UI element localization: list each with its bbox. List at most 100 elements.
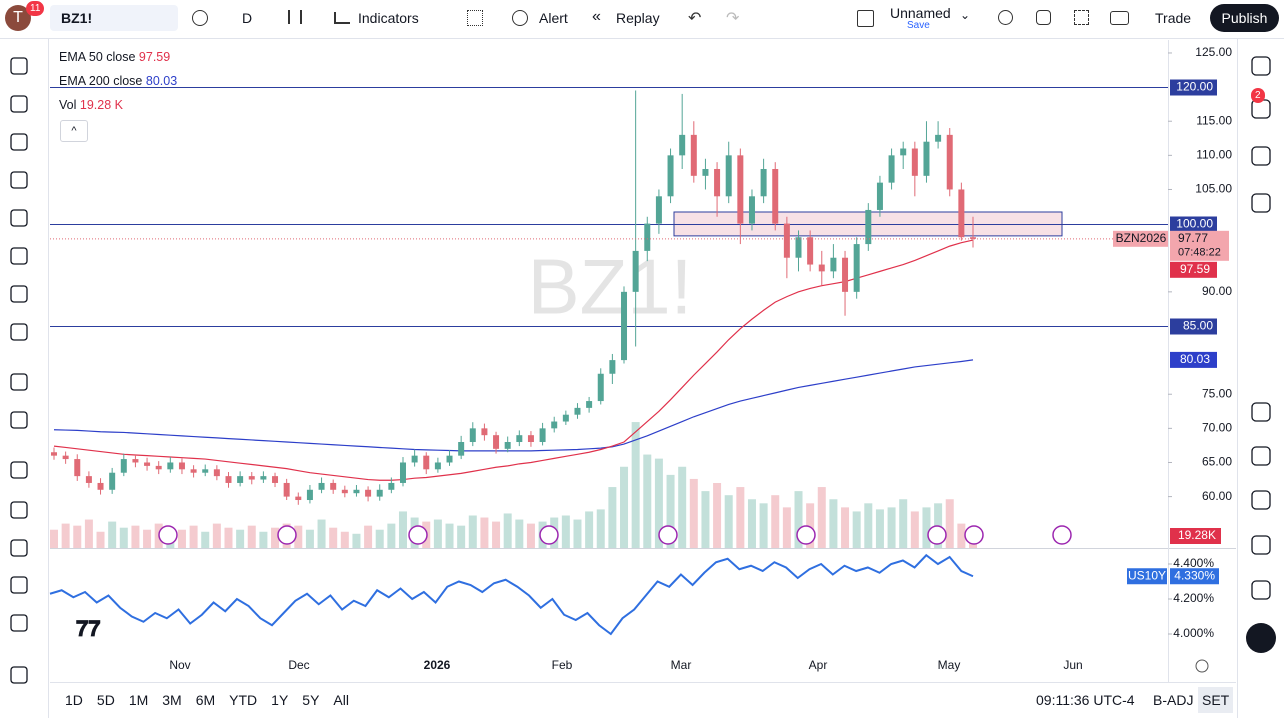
tool-icon[interactable] [10, 171, 28, 189]
range-button[interactable]: YTD [229, 692, 258, 708]
layout-name[interactable]: Unnamed [890, 5, 951, 21]
candle-body [295, 496, 302, 501]
volume-bar [84, 519, 93, 548]
tool-icon[interactable] [10, 373, 28, 391]
alert-icon[interactable] [512, 10, 528, 26]
alert[interactable]: Alert [539, 10, 568, 26]
indicators-icon[interactable] [334, 12, 350, 24]
adjustment[interactable]: B-ADJ [1153, 692, 1194, 708]
legend-ema200: EMA 200 close 80.03 [59, 74, 177, 88]
settings-icon[interactable] [1036, 10, 1051, 25]
candle-body [807, 237, 814, 265]
volume-bar [899, 499, 908, 548]
search-icon[interactable] [998, 10, 1013, 25]
save[interactable]: Save [907, 20, 930, 31]
candle-body [446, 455, 453, 463]
tool-icon[interactable] [10, 411, 28, 429]
apps-icon[interactable] [1246, 623, 1276, 653]
sidebar-icon[interactable] [1251, 535, 1271, 555]
candle-body [737, 155, 744, 224]
event-icon [927, 525, 947, 545]
fullscreen-icon[interactable] [1074, 10, 1089, 25]
settings-icon[interactable] [1195, 659, 1209, 673]
candle-body [714, 168, 721, 197]
sidebar-icon[interactable] [1251, 490, 1271, 510]
layout-icon[interactable] [857, 10, 874, 27]
range-button[interactable]: 5D [96, 692, 115, 708]
range-button[interactable]: All [333, 692, 349, 708]
tool-icon[interactable] [10, 576, 28, 594]
price-label-box [1170, 79, 1217, 96]
sidebar-icon[interactable] [1251, 402, 1271, 422]
candle-body [562, 414, 569, 422]
session[interactable]: SET [1198, 687, 1234, 713]
volume-bar [387, 523, 396, 548]
range-button[interactable]: 1Y [271, 692, 289, 708]
tool-icon[interactable] [10, 95, 28, 113]
event-icon [658, 525, 678, 545]
candle-body [876, 182, 883, 210]
volume-bar [841, 507, 850, 548]
volume-bar [305, 529, 314, 548]
publish[interactable]: Publish [1210, 4, 1279, 32]
candle-body [62, 455, 69, 460]
symbol[interactable]: BZ1! [61, 10, 93, 26]
dropdown[interactable]: ⌄ [960, 8, 971, 22]
sidebar-icon[interactable] [1251, 56, 1271, 76]
candle-body [923, 141, 930, 176]
volume-bar [468, 515, 477, 548]
chart-type-icon[interactable] [288, 10, 302, 24]
symbol-box[interactable] [50, 5, 178, 31]
replay[interactable]: Replay [616, 10, 660, 26]
tool-icon[interactable] [10, 57, 28, 75]
sidebar-icon[interactable] [1251, 193, 1271, 213]
range-button[interactable]: 6M [195, 692, 216, 708]
candle-body [399, 462, 406, 483]
volume-bar [910, 511, 919, 548]
avatar[interactable]: T [5, 5, 31, 31]
candle-body [330, 482, 337, 490]
range-button[interactable]: 3M [162, 692, 182, 708]
tool-icon[interactable] [10, 247, 28, 265]
tool-icon[interactable] [10, 614, 28, 632]
candle-body [935, 134, 942, 142]
trade[interactable]: Trade [1155, 10, 1192, 26]
compare-icon[interactable] [192, 10, 208, 26]
tool-icon[interactable] [10, 666, 28, 684]
collapse-legend[interactable]: ^ [60, 120, 88, 142]
range-button[interactable]: 5Y [302, 692, 320, 708]
volume-bar [759, 503, 768, 548]
interval[interactable]: D [242, 10, 253, 26]
tool-icon[interactable] [10, 209, 28, 227]
tool-icon[interactable] [10, 323, 28, 341]
ema200-line [53, 359, 974, 452]
replay-icon[interactable]: « [592, 8, 601, 25]
candle-body [74, 459, 81, 477]
templates-icon[interactable] [467, 10, 483, 26]
sidebar-icon[interactable] [1251, 580, 1271, 600]
sidebar-icon[interactable] [1251, 446, 1271, 466]
tool-icon[interactable] [10, 501, 28, 519]
candle-body [574, 407, 581, 415]
x-tick-label: May [938, 658, 961, 672]
snapshot-icon[interactable] [1110, 11, 1129, 25]
volume-bar [945, 499, 954, 548]
undo[interactable]: ↶ [688, 10, 702, 27]
indicators[interactable]: Indicators [358, 10, 419, 26]
tool-icon[interactable] [10, 539, 28, 557]
sidebar-icon[interactable] [1251, 99, 1271, 119]
tool-icon[interactable] [10, 133, 28, 151]
tool-icon[interactable] [10, 461, 28, 479]
candle-body [586, 401, 593, 408]
range-button[interactable]: 1D [65, 692, 83, 708]
sidebar-icon[interactable] [1251, 146, 1271, 166]
volume-bar [503, 513, 512, 548]
volume-bar [271, 527, 280, 548]
range-button[interactable]: 1M [128, 692, 149, 708]
volume-bar [620, 466, 629, 548]
volume-bar [689, 478, 698, 548]
legend-ema50: EMA 50 close 97.59 [59, 50, 170, 64]
y-tick-label: 75.00 [1202, 386, 1232, 400]
tool-icon[interactable] [10, 285, 28, 303]
x-tick-label: Jun [1063, 658, 1082, 672]
